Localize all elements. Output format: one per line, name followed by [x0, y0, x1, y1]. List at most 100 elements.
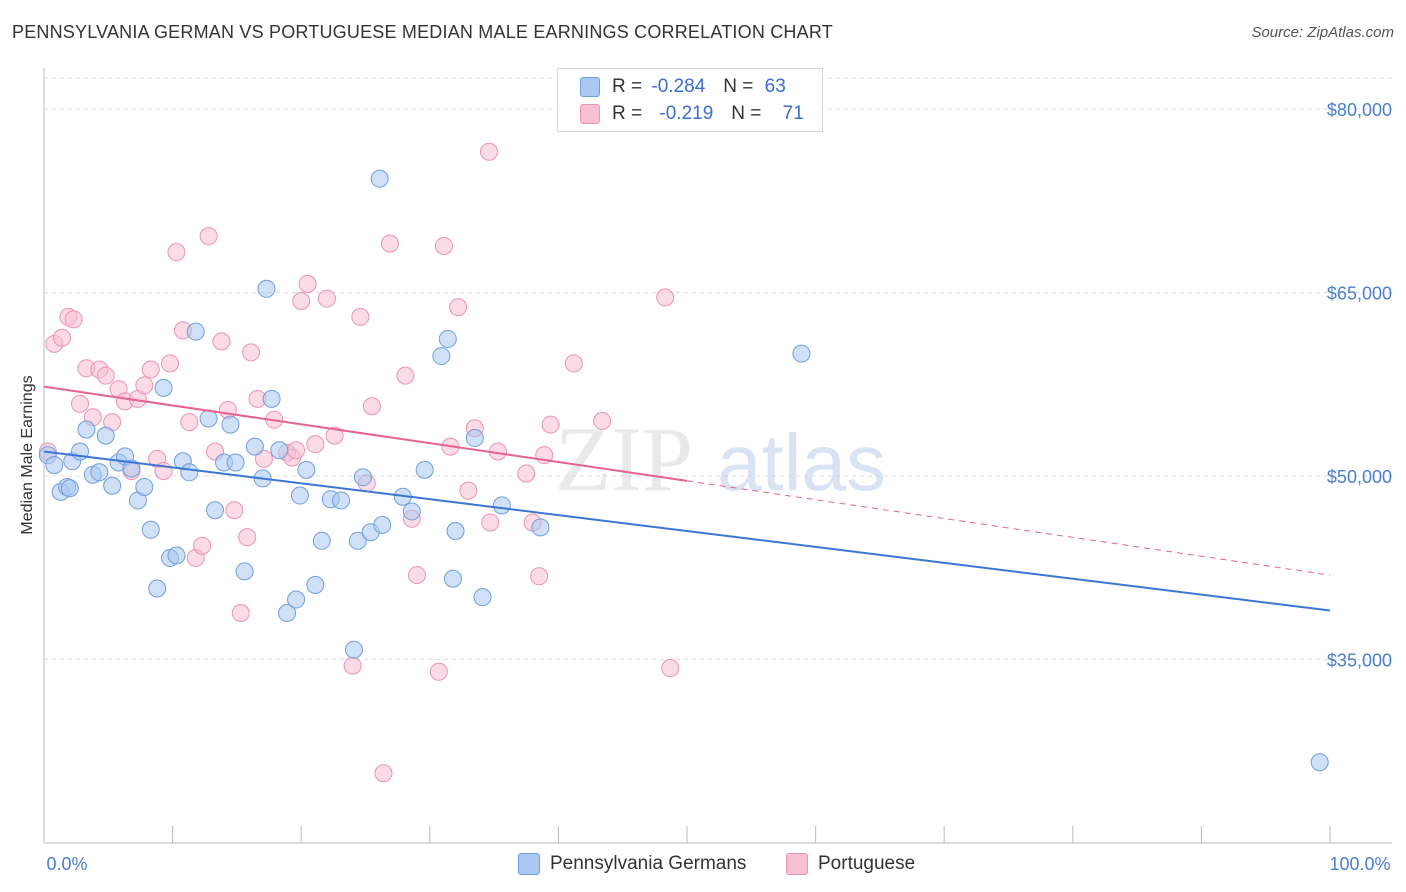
- point-pennsylvania-german: [77, 420, 96, 439]
- legend-n-value: 63: [764, 76, 786, 97]
- point-portuguese: [225, 501, 244, 520]
- point-portuguese: [530, 567, 549, 586]
- point-pennsylvania-german: [226, 453, 245, 472]
- point-pennsylvania-german: [186, 322, 205, 341]
- point-pennsylvania-german: [473, 588, 492, 607]
- point-portuguese: [459, 481, 478, 500]
- point-portuguese: [362, 397, 381, 416]
- point-pennsylvania-german: [415, 460, 434, 479]
- watermark: ZIP atlas: [555, 408, 886, 510]
- point-pennsylvania-german: [373, 515, 392, 534]
- point-pennsylvania-german: [206, 501, 225, 520]
- bottom-legend-pink: Portuguese: [786, 851, 915, 877]
- trend-line-portuguese: [686, 480, 1331, 576]
- point-portuguese: [517, 464, 536, 483]
- legend-row-blue: R = -0.284 N = 63: [580, 76, 786, 98]
- point-pennsylvania-german: [278, 603, 297, 622]
- point-portuguese: [71, 394, 90, 413]
- point-pennsylvania-german: [353, 468, 372, 487]
- point-pennsylvania-german: [492, 496, 511, 515]
- point-portuguese: [380, 234, 399, 253]
- x-tick-label-end: 100.0%: [1329, 854, 1390, 874]
- point-pennsylvania-german: [180, 463, 199, 482]
- point-portuguese: [53, 328, 72, 347]
- x-tick-label-start: 0.0%: [46, 854, 87, 874]
- point-pennsylvania-german: [297, 460, 316, 479]
- point-pennsylvania-german: [348, 531, 367, 550]
- point-pennsylvania-german: [90, 463, 109, 482]
- point-portuguese: [292, 292, 311, 311]
- bottom-legend-label-pink: Portuguese: [818, 853, 916, 874]
- point-portuguese: [479, 142, 498, 161]
- legend-n-label: N =: [731, 103, 762, 124]
- point-pennsylvania-german: [262, 389, 281, 408]
- y-tick-label: $80,000: [1327, 100, 1392, 120]
- point-portuguese: [593, 411, 612, 430]
- legend-r-label: R =: [612, 103, 643, 124]
- point-portuguese: [141, 360, 160, 379]
- legend-n-value: 71: [782, 103, 804, 124]
- bottom-legend-label-blue: Pennsylvania Germans: [550, 853, 747, 874]
- point-portuguese: [254, 449, 273, 468]
- source-label: Source: ZipAtlas.com: [1251, 24, 1394, 41]
- point-pennsylvania-german: [148, 579, 167, 598]
- point-portuguese: [231, 603, 250, 622]
- point-portuguese: [325, 426, 344, 445]
- point-pennsylvania-german: [167, 546, 186, 565]
- y-axis-label: Median Male Earnings: [19, 375, 36, 535]
- tick-labels: $35,000 $50,000 $65,000 $80,000 0.0% 100.0%: [46, 100, 1392, 874]
- legend-n-label: N =: [723, 76, 754, 97]
- point-pennsylvania-german: [290, 486, 309, 505]
- point-pennsylvania-german: [141, 520, 160, 539]
- y-tick-label: $65,000: [1327, 283, 1392, 303]
- point-pennsylvania-german: [443, 569, 462, 588]
- point-portuguese: [317, 289, 336, 308]
- point-portuguese: [434, 236, 453, 255]
- y-tick-label: $35,000: [1327, 650, 1392, 670]
- point-portuguese: [374, 764, 393, 783]
- point-pennsylvania-german: [45, 455, 64, 474]
- point-pennsylvania-german: [287, 590, 306, 609]
- point-pennsylvania-german: [245, 437, 264, 456]
- point-pennsylvania-german: [402, 502, 421, 521]
- point-portuguese: [429, 662, 448, 681]
- point-pennsylvania-german: [332, 491, 351, 510]
- point-portuguese: [343, 656, 362, 675]
- correlation-legend: R = -0.284 N = 63 R = -0.219 N = 71: [557, 68, 823, 132]
- point-portuguese: [351, 307, 370, 326]
- point-portuguese: [238, 528, 257, 547]
- point-portuguese: [218, 400, 237, 419]
- legend-swatch-pink: [580, 104, 600, 124]
- point-pennsylvania-german: [312, 531, 331, 550]
- point-portuguese: [167, 243, 186, 262]
- point-portuguese: [396, 366, 415, 385]
- chart-title: PENNSYLVANIA GERMAN VS PORTUGUESE MEDIAN…: [12, 22, 833, 42]
- point-pennsylvania-german: [122, 459, 141, 478]
- point-portuguese: [64, 310, 83, 329]
- trend-lines: [43, 385, 1331, 612]
- trend-line-pennsylvania-germans: [43, 450, 1331, 612]
- pennsylvania-germans-points: [38, 169, 1329, 772]
- point-pennsylvania-german: [257, 279, 276, 298]
- point-portuguese: [212, 332, 231, 351]
- legend-r-value: -0.284: [651, 76, 706, 97]
- point-portuguese: [661, 659, 680, 678]
- point-pennsylvania-german: [221, 415, 240, 434]
- point-portuguese: [564, 354, 583, 373]
- point-portuguese: [287, 441, 306, 460]
- point-portuguese: [407, 566, 426, 585]
- point-pennsylvania-german: [531, 518, 550, 537]
- point-portuguese: [180, 413, 199, 432]
- point-pennsylvania-german: [465, 429, 484, 448]
- point-portuguese: [481, 513, 500, 532]
- trend-line-portuguese: [43, 385, 688, 482]
- point-portuguese: [161, 354, 180, 373]
- point-pennsylvania-german: [135, 477, 154, 496]
- point-pennsylvania-german: [370, 169, 389, 188]
- legend-r-value: -0.219: [659, 103, 714, 124]
- bottom-legend-swatch-pink: [786, 853, 808, 875]
- point-pennsylvania-german: [446, 522, 465, 541]
- point-portuguese: [199, 227, 218, 246]
- point-pennsylvania-german: [60, 479, 79, 498]
